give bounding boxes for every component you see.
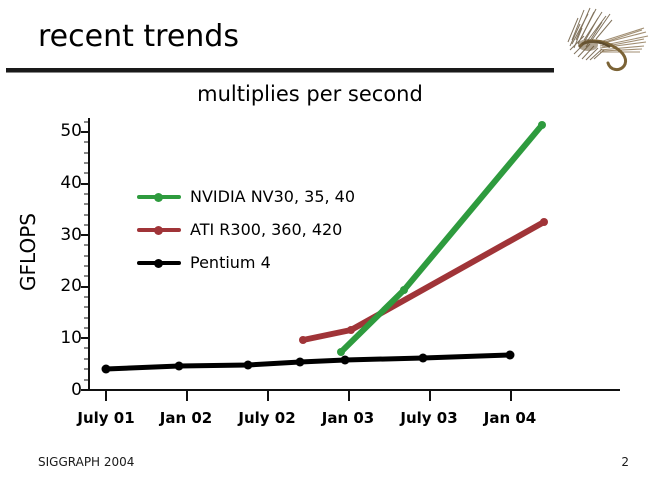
legend-label-nvidia: NVIDIA NV30, 35, 40 [190,187,356,206]
series-markers-pentium-4 [101,350,515,374]
chart-plot [81,118,620,401]
y-tick-label: 20 [60,276,82,296]
series-line-nvidia [337,121,546,356]
chart-container: multiplies per second GFLOPS 50 40 30 20… [0,80,656,430]
legend-item-ati: ATI R300, 360, 420 [137,213,397,246]
legend-label-pentium: Pentium 4 [190,253,271,272]
x-tick-label: July 03 [400,409,458,427]
y-minor-ticks [84,121,89,381]
x-tick-label: July 02 [238,409,296,427]
fishing-fly-icon [567,7,649,72]
legend-item-nvidia: NVIDIA NV30, 35, 40 [137,180,397,213]
legend-swatch-ati-icon [137,223,181,237]
y-tick-label: 40 [60,173,82,193]
chart-title: multiplies per second [197,82,423,106]
page-title: recent trends [38,19,239,54]
chart-legend: NVIDIA NV30, 35, 40 ATI R300, 360, 420 P… [137,180,397,279]
x-tick-label: Jan 02 [159,409,213,427]
series-line-ati [299,218,548,344]
y-tick-label: 50 [60,121,82,141]
y-major-ticks [81,131,89,391]
series-markers-ati [299,218,548,344]
footer-page-number: 2 [621,455,629,469]
legend-swatch-nvidia-icon [137,190,181,204]
y-tick-label: 30 [60,225,82,245]
legend-swatch-pentium-icon [137,256,181,270]
y-tick-label: 0 [71,380,82,400]
legend-item-pentium: Pentium 4 [137,246,397,279]
y-tick-label: 10 [60,328,82,348]
x-tick-label: July 01 [77,409,135,427]
x-major-ticks [105,390,512,401]
title-divider [6,68,554,73]
legend-label-ati: ATI R300, 360, 420 [190,220,343,239]
x-tick-label: Jan 04 [483,409,537,427]
series-markers-nvidia [337,121,546,356]
x-tick-label: Jan 03 [321,409,375,427]
series-line-pentium-4 [101,350,515,374]
footer-conference-label: SIGGRAPH 2004 [38,455,135,469]
